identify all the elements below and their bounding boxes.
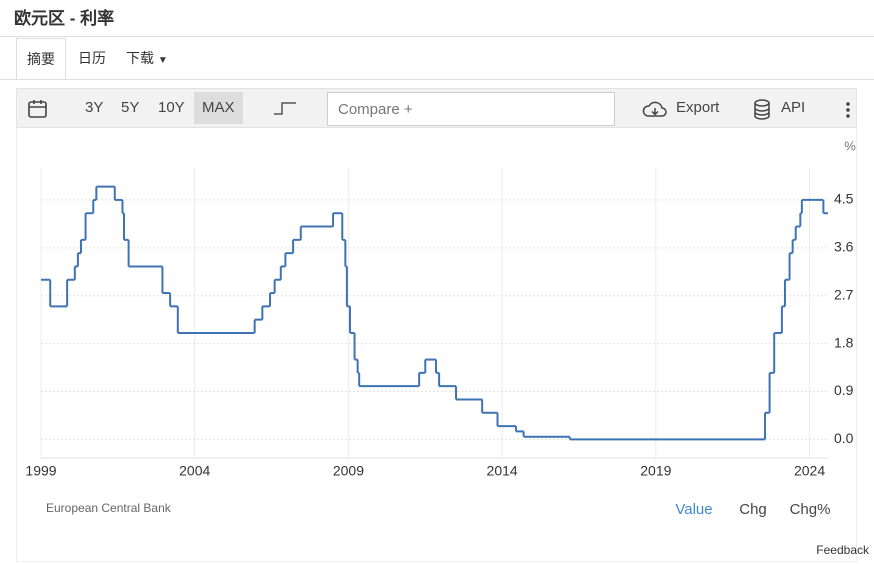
compare-input[interactable]: Compare + — [327, 92, 615, 126]
x-tick-label: 2014 — [487, 463, 518, 479]
range-button[interactable]: MAX — [194, 92, 243, 124]
more-menu[interactable] — [842, 100, 854, 120]
divider — [0, 36, 874, 37]
dropdown-caret: ▼ — [157, 55, 168, 66]
x-tick-label: 1999 — [25, 463, 56, 479]
page-title: 欧元区 - 利率 — [14, 9, 115, 28]
api-icon[interactable] — [752, 98, 774, 122]
y-tick-label: 0.9 — [834, 382, 854, 398]
view-button[interactable]: Value — [675, 501, 712, 518]
range-button[interactable]: 10Y — [158, 99, 185, 116]
chart-container — [16, 128, 857, 562]
y-tick-label: 2.7 — [834, 286, 854, 302]
source: European Central Bank — [46, 501, 172, 515]
y-tick-label: 4.5 — [834, 191, 854, 207]
export-icon[interactable] — [642, 99, 668, 121]
api-button[interactable]: API — [781, 99, 806, 116]
tab-label: 下载 — [126, 50, 154, 66]
y-tick-label: 3.6 — [834, 239, 854, 255]
tab[interactable]: 摘要 — [16, 38, 66, 80]
divider — [0, 79, 874, 80]
view-button[interactable]: Chg — [739, 501, 767, 518]
x-tick-label: 2024 — [794, 463, 825, 479]
x-tick-label: 2009 — [333, 463, 364, 479]
feedback-link[interactable]: Feedback — [816, 543, 870, 557]
x-tick-label: 2019 — [640, 463, 671, 479]
unit-label: % — [844, 138, 856, 153]
x-tick-label: 2004 — [179, 463, 210, 479]
export-button[interactable]: Export — [676, 99, 720, 116]
range-button[interactable]: 3Y — [85, 99, 104, 116]
range-button[interactable]: 5Y — [121, 99, 140, 116]
tab[interactable]: 下载 ▼ — [116, 38, 178, 80]
view-button[interactable]: Chg% — [790, 501, 831, 518]
tab[interactable]: 日历 — [78, 50, 106, 66]
calendar-icon[interactable] — [27, 98, 49, 120]
y-tick-label: 0.0 — [834, 430, 854, 446]
y-tick-label: 1.8 — [834, 334, 854, 350]
chart-type-icon[interactable] — [272, 98, 298, 118]
